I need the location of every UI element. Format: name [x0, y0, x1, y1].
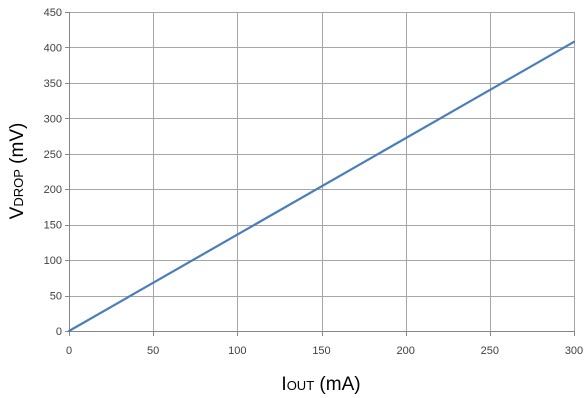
- tick-labels: 0 50 100 150 200 250 300 350 400 450 0 50 100 150 200 2…: [44, 7, 584, 357]
- y-tick-label: 200: [44, 184, 62, 196]
- x-tick-label: 0: [66, 345, 72, 357]
- x-tick-label: 100: [228, 345, 246, 357]
- y-tick-label: 50: [50, 291, 62, 303]
- y-tick-label: 250: [44, 149, 62, 161]
- y-tick-label: 0: [56, 326, 62, 338]
- x-tick-label: 250: [481, 345, 499, 357]
- plot-series: [67, 40, 576, 333]
- x-axis-title-sub: OUT: [287, 378, 315, 393]
- y-tick-label: 450: [44, 7, 62, 19]
- y-axis-title-unit: (mV): [7, 123, 28, 169]
- y-axis-title-sub: DROP: [11, 169, 26, 207]
- x-tick-label: 50: [147, 345, 159, 357]
- series-line: [67, 40, 576, 333]
- x-tick-label: 300: [565, 345, 583, 357]
- y-axis-title-main: V: [7, 206, 28, 219]
- y-axis-title: VDROP (mV): [7, 123, 28, 220]
- y-tick-label: 300: [44, 113, 62, 125]
- axes: [65, 12, 575, 336]
- x-tick-label: 200: [396, 345, 414, 357]
- y-tick-label: 400: [44, 42, 62, 54]
- x-axis-title-unit: (mA): [314, 374, 360, 395]
- y-tick-label: 100: [44, 255, 62, 267]
- y-tick-label: 150: [44, 220, 62, 232]
- y-tick-label: 350: [44, 78, 62, 90]
- gridlines: [69, 12, 575, 331]
- x-tick-label: 150: [312, 345, 330, 357]
- x-axis-title-main: I: [281, 374, 286, 395]
- x-axis-title: IOUT (mA): [281, 374, 360, 395]
